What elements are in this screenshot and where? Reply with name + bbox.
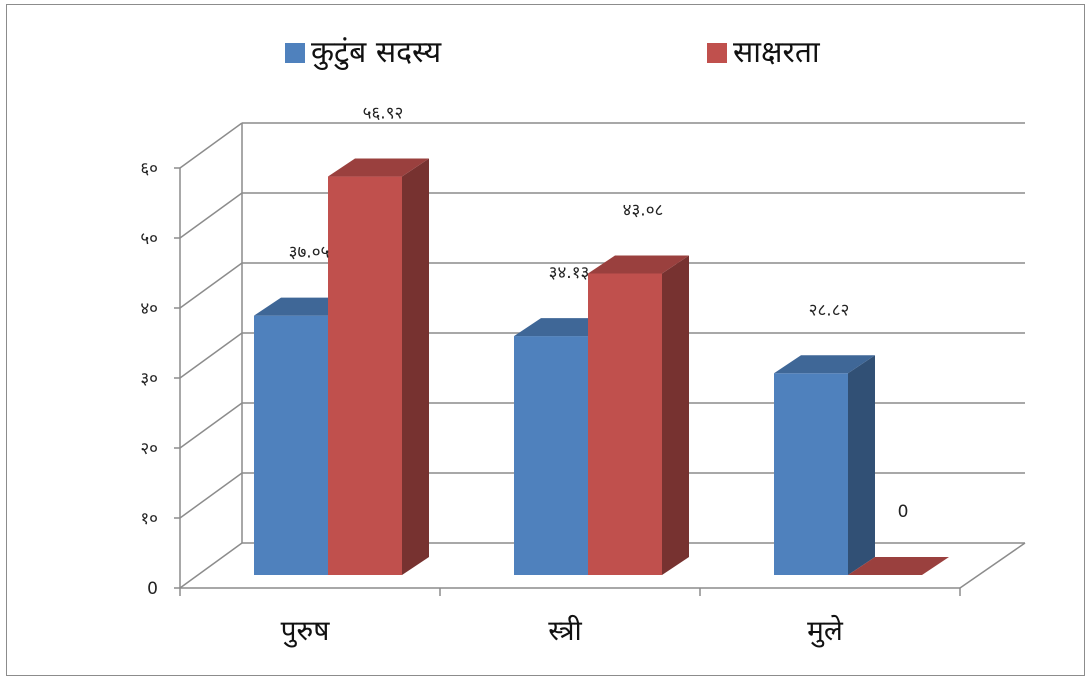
x-category-label-2: मुले [807,614,844,648]
data-label-1-0: ३४.१३ [549,263,590,283]
y-tick-label-3: ३० [140,369,158,389]
data-label-1-1: ४३.०८ [623,200,664,220]
gridline-side-5 [179,192,243,239]
bar-side-0-1 [402,158,429,575]
bar-top-2-0 [774,355,875,374]
gridline-side-6 [179,122,243,169]
bar-front-2-0 [774,373,848,575]
legend-label-1: साक्षरता [733,35,821,70]
legend-swatch-0 [285,43,305,63]
legend-swatch-1 [707,43,727,63]
bar-top-1-1 [588,255,689,274]
y-tick-label-4: ४० [140,299,158,319]
y-tick-label-0: 0 [147,579,158,599]
y-tick-label-5: ५० [140,229,158,249]
data-label-0-1: ५६.९२ [363,104,404,124]
y-tick-label-6: ६० [140,159,158,179]
gridline-side-3 [179,332,243,379]
gridline-side-2 [179,402,243,449]
x-category-label-0: पुरुष [281,614,331,648]
x-category-label-1: स्त्री [548,614,582,647]
y-tick-label-2: २० [140,439,158,459]
legend-label-0: कुटुंब सदस्य [311,35,442,71]
bar-top-2-1 [848,557,949,575]
data-label-2-1: 0 [898,502,909,522]
floor-right-edge [959,542,1026,589]
bar-front-0-1 [328,176,402,575]
bar-top-0-1 [328,158,429,177]
gridline-side-1 [179,472,243,519]
data-label-0-0: ३७.०५ [289,243,330,263]
data-label-2-0: २८.८२ [809,300,850,320]
bar-side-2-0 [848,355,875,575]
bar-front-1-0 [514,336,588,575]
gridline-side-0 [179,542,243,589]
bar-side-1-1 [662,255,689,575]
gridline-side-4 [179,262,243,309]
bar-front-1-1 [588,273,662,575]
bar-front-0-0 [254,315,328,575]
y-tick-label-1: १० [140,509,158,529]
